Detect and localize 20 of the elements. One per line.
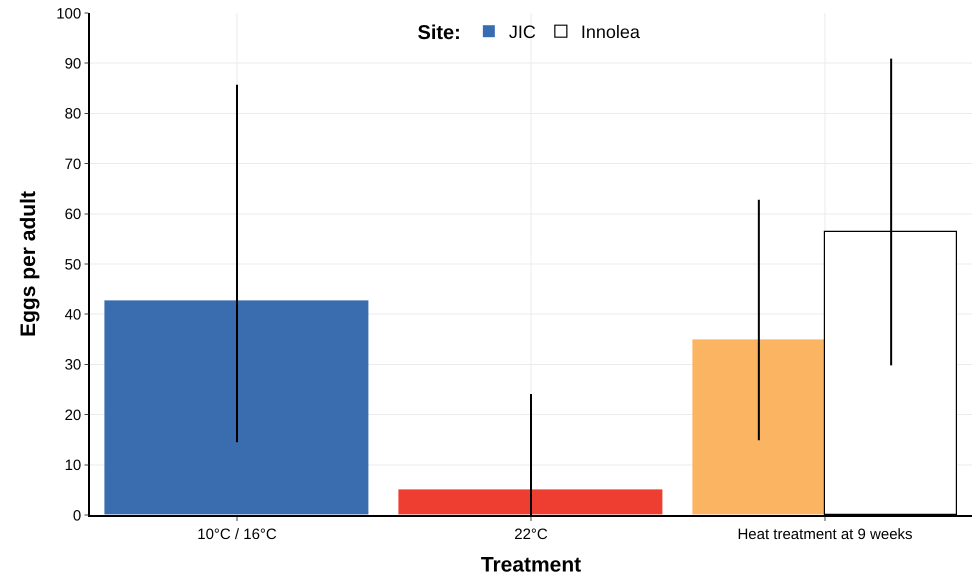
- y-tick-label: 20: [64, 406, 82, 424]
- y-tick-label: 90: [64, 55, 82, 72]
- y-tick-label: 10: [64, 457, 82, 474]
- y-tick-label: 50: [64, 256, 82, 274]
- y-tick-label: 40: [64, 306, 82, 324]
- y-axis-title: Eggs per adult: [16, 191, 40, 337]
- y-tick-label: 30: [64, 356, 82, 374]
- bar: [104, 300, 368, 514]
- x-tick-label: 22°C: [514, 526, 548, 543]
- x-tick-label: Heat treatment at 9 weeks: [737, 526, 913, 543]
- y-tick-label: 70: [64, 156, 82, 173]
- x-axis-title: Treatment: [480, 553, 582, 576]
- y-tick-label: 80: [64, 106, 82, 123]
- y-tick-label: 0: [72, 507, 82, 524]
- x-tick-label: 10°C / 16°C: [197, 526, 277, 543]
- y-tick-label: 100: [56, 5, 82, 22]
- y-tick-label: 60: [64, 206, 82, 224]
- legend-title: Site:: [418, 22, 461, 44]
- legend-label: Innolea: [580, 22, 641, 42]
- legend-label: JIC: [508, 22, 536, 42]
